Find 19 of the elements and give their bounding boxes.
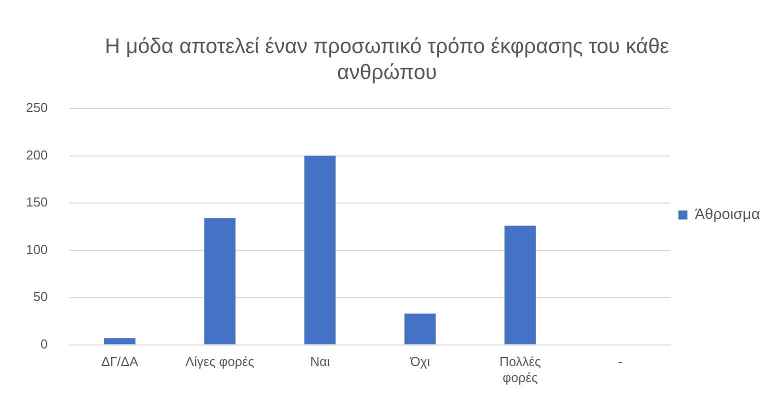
- x-tick-label: Όχι: [409, 354, 430, 370]
- x-tick-label: Πολλές φορές: [499, 354, 541, 385]
- legend-label: Άθροισμα: [694, 206, 760, 224]
- y-tick-label: 150: [26, 194, 48, 210]
- y-tick-label: 200: [26, 147, 48, 162]
- chart-title: Η μόδα αποτελεί έναν προσωπικό τρόπο έκφρασης του κάθε ανθρώπου: [104, 34, 670, 84]
- y-tick-label: 250: [26, 100, 48, 116]
- y-tick-label: 50: [33, 289, 48, 304]
- bar: [504, 226, 536, 344]
- x-tick-label: -: [618, 354, 622, 370]
- bar: [104, 338, 136, 344]
- x-tick-label: Λίγες φορές: [185, 354, 254, 370]
- y-tick-label: 0: [40, 336, 48, 352]
- bar: [404, 314, 436, 344]
- x-tick-label: Ναι: [310, 354, 330, 370]
- bar: [304, 156, 336, 344]
- y-tick-label: 100: [26, 242, 48, 257]
- x-tick-label: ΔΓ/ΔΑ: [101, 354, 138, 370]
- bar: [204, 218, 236, 344]
